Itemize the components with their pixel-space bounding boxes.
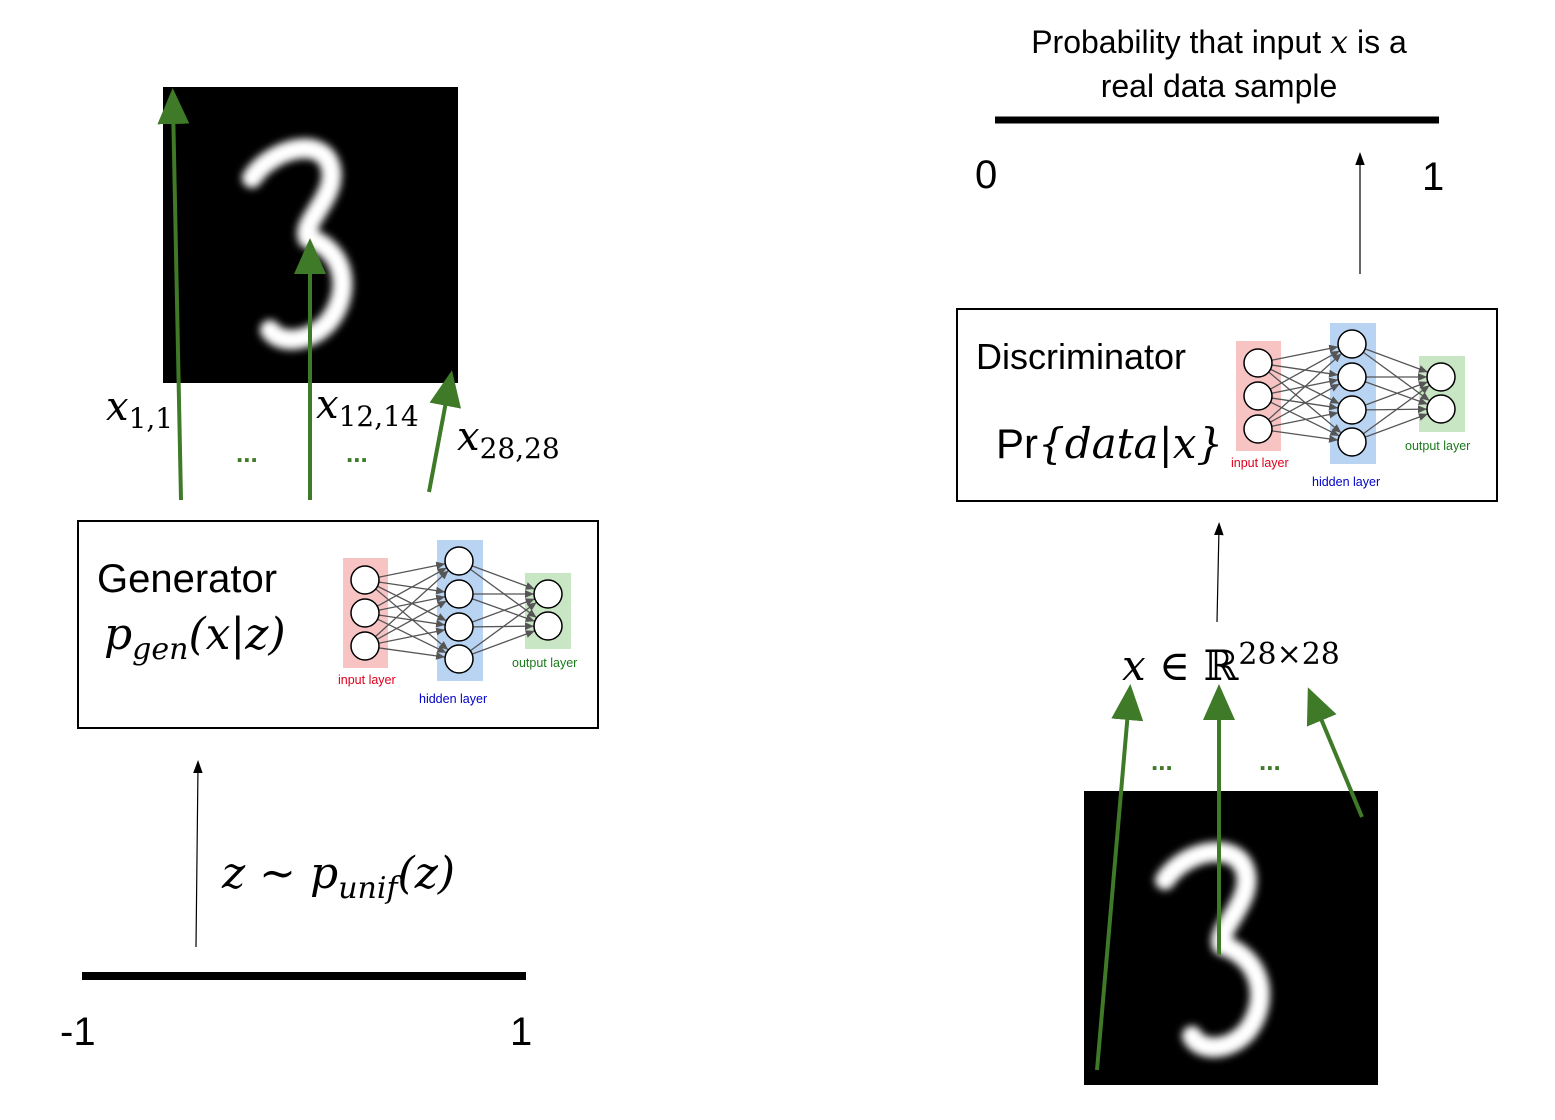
gen-hidden-node [444, 579, 474, 609]
probability-axis-min: 0 [975, 153, 997, 197]
gen-nn-edge [378, 647, 446, 660]
input-space-label: x ∈ ℝ28×28 [1122, 637, 1340, 690]
dis-input-node [1243, 381, 1273, 411]
dis-nn-edge [1364, 381, 1429, 406]
dis-hidden-node [1337, 362, 1367, 392]
dis-input-node [1243, 348, 1273, 378]
input-to-discriminator-arrow [1214, 522, 1224, 623]
label-x-28-28: x28,28 [457, 414, 560, 465]
dis-nn-edge [1269, 350, 1341, 390]
arrow-input-pixel-left [1095, 684, 1144, 1071]
ellipsis-left-1: ... [236, 438, 258, 468]
gen-input-node [350, 598, 380, 628]
ellipsis-right-1: ... [1151, 746, 1173, 776]
generator-title: Generator [97, 557, 277, 601]
gen-nn-edge [378, 561, 446, 578]
dis-hidden-layer-label: hidden layer [1312, 475, 1380, 489]
gen-output-layer-label: output layer [512, 656, 577, 670]
gen-input-node [350, 631, 380, 661]
discriminator-nn-diagram: input layer hidden layer output layer [1231, 323, 1470, 489]
dis-input-node [1243, 414, 1273, 444]
generator-pixel-arrows [157, 88, 462, 501]
discriminator-box: Discriminator Pr{data|x} [956, 308, 1498, 502]
dis-nn-edge [1271, 430, 1339, 443]
dis-hidden-node [1337, 427, 1367, 457]
dis-input-layer-label: input layer [1231, 456, 1289, 470]
gen-nn-edge [471, 630, 536, 655]
real-digit-image [1084, 791, 1378, 1085]
dis-nn-edge [1362, 384, 1431, 435]
dis-output-layer-label: output layer [1405, 439, 1470, 453]
gen-input-node [350, 565, 380, 595]
noise-formula: z ~ punif(z) [221, 848, 455, 906]
gen-nn-edge [376, 567, 448, 607]
dis-nn-edge [1271, 344, 1339, 361]
dis-output-node [1426, 394, 1456, 424]
noise-to-generator-arrow [193, 760, 203, 948]
gen-input-layer-label: input layer [338, 673, 396, 687]
label-x-12-14: x12,14 [316, 382, 419, 433]
generator-formula: pgen(x|z) [104, 609, 286, 667]
generator-box: Generator pgen(x|z) [77, 520, 599, 729]
arrow-pixel-1-1 [157, 88, 190, 501]
dis-nn-edge [1267, 352, 1343, 421]
gen-nn-edge [374, 569, 450, 638]
gen-nn-edge [471, 598, 536, 623]
gen-hidden-layer-label: hidden layer [419, 692, 487, 706]
dis-output-node [1426, 362, 1456, 392]
label-x-1-1: x1,1 [106, 384, 173, 435]
gen-nn-edge [378, 627, 446, 644]
dis-nn-edge [1271, 410, 1339, 427]
gen-output-node [533, 611, 563, 641]
dis-nn-edge [1364, 348, 1429, 373]
gen-output-node [533, 579, 563, 609]
dis-nn-edge [1269, 383, 1341, 423]
gen-hidden-node [444, 546, 474, 576]
generator-nn-diagram: input layer hidden layer output layer [338, 540, 577, 706]
arrow-pixel-28-28 [427, 370, 462, 493]
dis-hidden-node [1337, 329, 1367, 359]
discriminator-formula: Pr{data|x} [996, 419, 1223, 468]
output-title-line1: Probability that input x is a [1031, 23, 1407, 61]
dis-nn-edge [1364, 413, 1429, 438]
output-title-line2: real data sample [1101, 68, 1338, 104]
gen-nn-edge [471, 565, 536, 590]
gen-nn-edge [469, 601, 538, 652]
probability-axis-max: 1 [1422, 155, 1444, 199]
gen-nn-edge [376, 600, 448, 640]
noise-axis-max: 1 [510, 1010, 532, 1054]
gen-hidden-node [444, 644, 474, 674]
ellipsis-left-2: ... [346, 438, 368, 468]
gen-hidden-node [444, 612, 474, 642]
noise-axis-min: -1 [60, 1010, 96, 1054]
dis-hidden-node [1337, 395, 1367, 425]
arrow-input-pixel-right [1306, 687, 1364, 818]
input-pixel-arrows [1095, 684, 1364, 1071]
discriminator-title: Discriminator [976, 336, 1186, 377]
ellipsis-right-2: ... [1259, 746, 1281, 776]
